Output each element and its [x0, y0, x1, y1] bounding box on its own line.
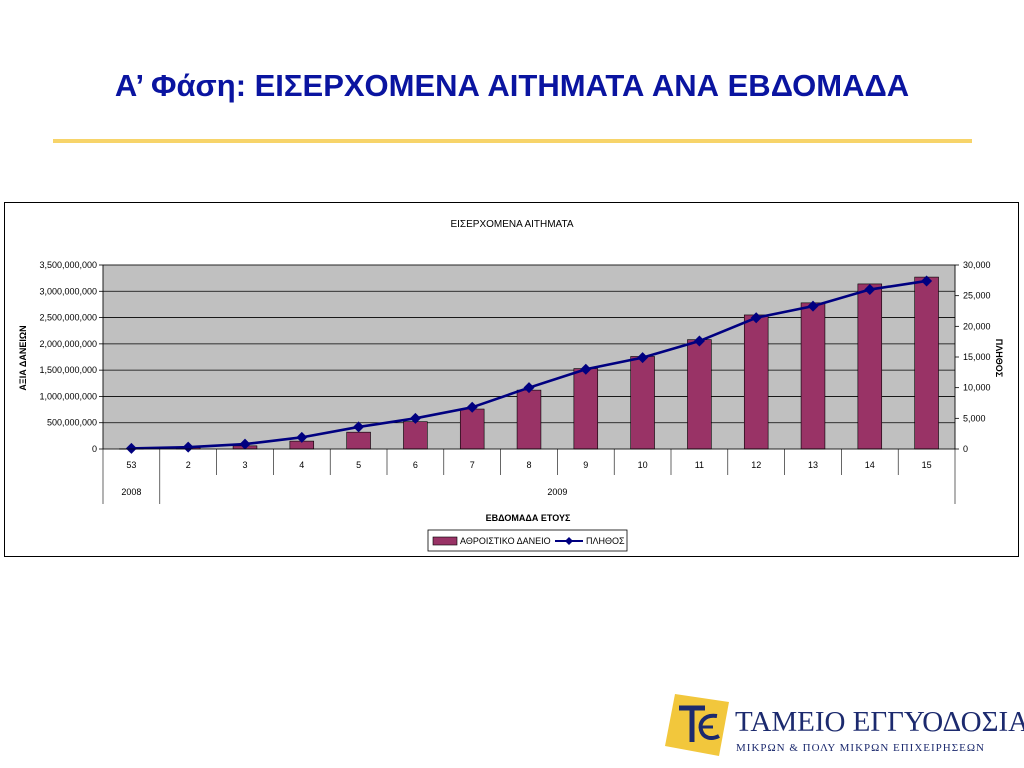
x-tick-label: 53 — [126, 460, 136, 470]
title-underline — [53, 139, 972, 143]
bar — [630, 356, 655, 450]
line-point — [182, 441, 194, 453]
chart-container: ΕΙΣΕΡΧΟΜΕΝΑ ΑΙΤΗΜΑΤΑ 0 500,000,000 1,000,0… — [4, 202, 1019, 557]
y2-tick-label: 20,000 — [963, 321, 991, 331]
line-point — [807, 300, 819, 312]
legend-marker-line — [565, 537, 573, 545]
x-tick-label: 3 — [242, 460, 247, 470]
y2-tick-label: 30,000 — [963, 260, 991, 270]
bar — [857, 283, 883, 450]
x-tick-label: 14 — [865, 460, 875, 470]
chart-legend: ΑΘΡΟΙΣΤΙΚΟ ΔΑΝΕΙΟ ΠΛΗΘΟΣ — [427, 529, 628, 552]
line-point — [750, 312, 762, 324]
line-point — [693, 335, 705, 347]
line-point — [921, 275, 933, 287]
line-point — [353, 421, 365, 433]
x-tick-label: 7 — [470, 460, 475, 470]
legend-label-line: ΠΛΗΘΟΣ — [586, 536, 625, 546]
x-tick-label: 8 — [526, 460, 531, 470]
x-tick-label: 6 — [413, 460, 418, 470]
y-tick-label: 2,000,000,000 — [39, 339, 97, 349]
bar — [914, 276, 939, 450]
x-tick-label: 11 — [695, 460, 704, 470]
logo-name: ΤΑΜΕΙΟ ΕΓΓΥΟΔΟΣΙΑΣ — [735, 706, 1024, 738]
y2-tick-label: 25,000 — [963, 291, 991, 301]
bar — [800, 302, 826, 450]
y-tick-label: 1,000,000,000 — [39, 391, 97, 401]
company-logo: ΤΑΜΕΙΟ ΕΓΓΥΟΔΟΣΙΑΣ ΜΙΚΡΩΝ & ΠΟΛΥ ΜΙΚΡΩΝ … — [665, 692, 1024, 758]
x-tick-label: 5 — [356, 460, 361, 470]
y2-tick-label: 5,000 — [963, 413, 986, 423]
x-tick-label: 4 — [299, 460, 304, 470]
line-point — [864, 284, 876, 296]
year-group-label: 2009 — [547, 487, 567, 497]
legend-swatch-bar — [432, 536, 458, 546]
axes: 0 500,000,000 1,000,000,000 1,500,000,000 2,… — [39, 260, 991, 504]
x-tick-label: 9 — [583, 460, 588, 470]
line-point — [409, 412, 421, 424]
legend-label-bar: ΑΘΡΟΙΣΤΙΚΟ ΔΑΝΕΙΟ — [460, 536, 551, 546]
logo-mark-icon — [665, 694, 729, 756]
year-group-label: 2008 — [121, 487, 141, 497]
y-tick-label: 500,000,000 — [47, 418, 97, 428]
x-tick-label: 2 — [186, 460, 191, 470]
bar — [346, 431, 371, 450]
slide-title: Α’ Φάση: ΕΙΣΕΡΧΟΜΕΝΑ ΑΙΤΗΜΑΤΑ ΑΝΑ ΕΒΔΟΜΑ… — [114, 68, 910, 103]
bar — [743, 314, 769, 450]
y-tick-label: 3,500,000,000 — [39, 260, 97, 270]
bar — [403, 421, 428, 450]
y2-tick-label: 0 — [963, 444, 968, 454]
bar — [573, 368, 599, 450]
line-point — [466, 401, 478, 413]
line-point — [523, 382, 535, 394]
y-tick-label: 0 — [92, 444, 97, 454]
x-tick-label: 10 — [638, 460, 648, 470]
combo-chart: ΕΙΣΕΡΧΟΜΕΝΑ ΑΙΤΗΜΑΤΑ 0 500,000,000 1,000,0… — [18, 219, 1004, 552]
x-tick-label: 13 — [808, 460, 818, 470]
y-tick-label: 1,500,000,000 — [39, 365, 97, 375]
y-tick-label: 3,000,000,000 — [39, 286, 97, 296]
y-tick-label: 2,500,000,000 — [39, 313, 97, 323]
bar — [687, 339, 712, 450]
y2-tick-label: 10,000 — [963, 383, 991, 393]
x-axis-label: ΕΒΔΟΜΑΔΑ ΕΤΟΥΣ — [486, 513, 571, 523]
line-point — [239, 438, 251, 450]
bar — [459, 408, 485, 450]
x-tick-label: 12 — [751, 460, 761, 470]
bar-series — [119, 276, 939, 450]
line-point — [580, 363, 592, 375]
line-point — [125, 442, 137, 454]
x-tick-label: 15 — [922, 460, 932, 470]
y2-axis-label: ΠΛΗΘΟΣ — [994, 339, 1004, 378]
bar — [516, 389, 542, 450]
line-point — [296, 431, 308, 443]
chart-title: ΕΙΣΕΡΧΟΜΕΝΑ ΑΙΤΗΜΑΤΑ — [450, 219, 573, 230]
logo-subtitle: ΜΙΚΡΩΝ & ΠΟΛΥ ΜΙΚΡΩΝ ΕΠΙΧΕΙΡΗΣΕΩΝ — [736, 742, 985, 754]
line-point — [637, 352, 649, 364]
y-axis-label: ΑΞΙΑ ΔΑΝΕΙΩΝ — [18, 325, 28, 390]
y2-tick-label: 15,000 — [963, 352, 991, 362]
line-series — [125, 275, 933, 454]
